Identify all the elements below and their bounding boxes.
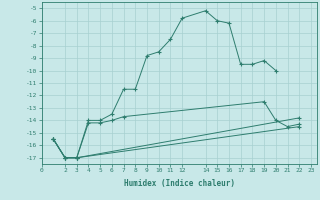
- X-axis label: Humidex (Indice chaleur): Humidex (Indice chaleur): [124, 179, 235, 188]
